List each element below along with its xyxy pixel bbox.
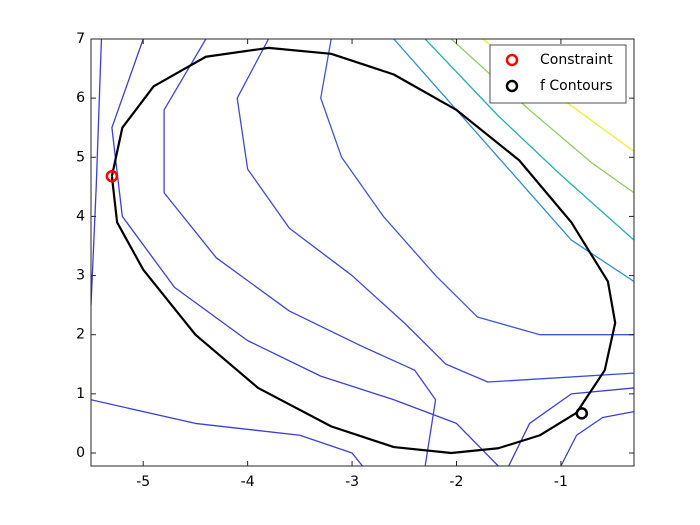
x-tick-label: -1 — [554, 474, 568, 490]
y-tick-label: 5 — [76, 149, 85, 165]
marker — [575, 407, 589, 420]
legend-marker — [505, 53, 519, 67]
contour-line — [236, 39, 634, 383]
contour-line — [560, 410, 634, 466]
contour-line — [424, 39, 634, 241]
marker — [105, 169, 119, 183]
x-tick-label: -5 — [136, 474, 150, 490]
y-tick-label: 6 — [76, 90, 85, 106]
contour-line — [91, 39, 103, 306]
plot-area — [91, 39, 634, 466]
y-tick-label: 3 — [76, 268, 85, 284]
legend-marker — [505, 79, 519, 93]
contour-line — [163, 39, 437, 466]
contour-line — [320, 39, 634, 336]
x-tick-label: -3 — [345, 474, 359, 490]
overlay: -5 -4 -3 -2 -1 0 1 2 3 4 5 6 7 Constraint f Contours — [76, 31, 635, 490]
y-tick-label: 0 — [76, 445, 85, 461]
x-tick-label: -2 — [449, 474, 463, 490]
contour-line — [508, 387, 634, 466]
contour-line — [393, 39, 634, 283]
axes-box — [90, 38, 635, 467]
y-tick-label: 7 — [76, 31, 85, 47]
y-tick-label: 1 — [76, 386, 85, 402]
y-tick-label: 2 — [76, 327, 85, 343]
y-tick-label: 4 — [76, 208, 85, 224]
x-tick-label: -4 — [241, 474, 255, 490]
constraint-curve — [110, 46, 617, 455]
legend-label: f Contours — [540, 78, 613, 94]
legend-label: Constraint — [540, 52, 613, 68]
contour-line — [91, 399, 364, 466]
